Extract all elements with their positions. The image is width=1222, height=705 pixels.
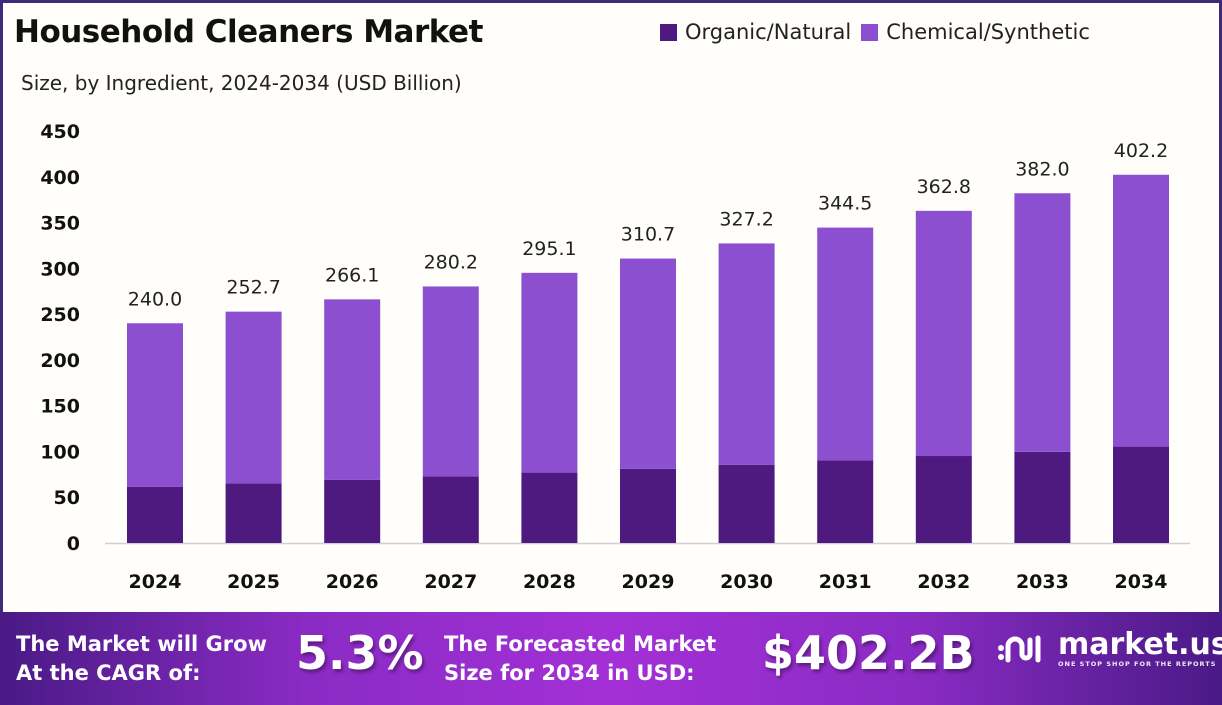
bar-segment-organic: [718, 464, 775, 543]
bars: [127, 174, 1169, 543]
total-value-label: 362.8: [917, 176, 971, 198]
y-tick-label: 100: [40, 441, 80, 463]
marketus-logo-icon: [998, 635, 1041, 663]
y-tick-label: 0: [67, 533, 80, 555]
x-tick-label: 2034: [1115, 571, 1168, 593]
bar-segment-organic: [1014, 451, 1071, 543]
chart-title: Household Cleaners Market: [14, 14, 483, 50]
x-tick-label: 2031: [819, 571, 872, 593]
stacked-bar-chart: 0 50 100 150 200 250 300 350 400 450 2024 2025 2026…: [40, 121, 1190, 593]
x-tick-label: 2025: [227, 571, 280, 593]
y-tick-label: 250: [40, 304, 80, 326]
bar-segment-chemical: [1014, 193, 1071, 452]
legend-swatch-organic: [660, 23, 677, 41]
total-value-label: 280.2: [424, 251, 478, 273]
legend-swatch-chemical: [861, 23, 879, 41]
bar-segment-chemical: [324, 299, 381, 480]
cagr-caption-line1: The Market will Grow: [16, 632, 267, 656]
x-tick-label: 2033: [1016, 571, 1069, 593]
total-value-label: 295.1: [522, 238, 576, 260]
y-tick-label: 450: [40, 121, 80, 143]
chart-subtitle: Size, by Ingredient, 2024-2034 (USD Bill…: [21, 71, 462, 95]
bar-segment-chemical: [620, 258, 676, 469]
x-tick-label: 2027: [424, 571, 477, 593]
legend: Organic/Natural Chemical/Synthetic: [660, 20, 1090, 44]
x-tick-label: 2030: [720, 571, 773, 593]
y-tick-label: 350: [40, 213, 80, 235]
cagr-caption: The Market will Grow At the CAGR of:: [16, 630, 267, 688]
total-value-label: 402.2: [1114, 140, 1168, 162]
bar-segment-organic: [324, 479, 381, 543]
total-value-label: 252.7: [226, 277, 280, 299]
total-value-label: 240.0: [128, 288, 182, 310]
bar-segment-chemical: [915, 210, 972, 457]
forecast-value: $402.2B: [762, 626, 975, 680]
y-tick-label: 150: [40, 396, 80, 418]
x-tick-label: 2024: [129, 571, 182, 593]
total-value-label: 310.7: [621, 224, 675, 246]
marketus-logo-text: market.us ONE STOP SHOP FOR THE REPORTS: [1058, 627, 1222, 669]
bar-segment-chemical: [521, 272, 578, 473]
bar-segment-organic: [225, 483, 282, 543]
y-axis: 0 50 100 150 200 250 300 350 400 450: [40, 121, 80, 555]
bar-segment-chemical: [225, 311, 282, 484]
legend-item-organic: Organic/Natural: [660, 20, 851, 44]
bar-segment-organic: [521, 472, 578, 543]
total-value-label: 266.1: [325, 264, 379, 286]
y-tick-label: 300: [40, 258, 80, 280]
bar-segment-organic: [422, 476, 479, 543]
bar-segment-chemical: [1113, 174, 1169, 447]
bar-segment-chemical: [817, 227, 874, 461]
cagr-caption-line2: At the CAGR of:: [16, 661, 201, 685]
y-tick-label: 50: [54, 487, 80, 509]
bar-segment-chemical: [718, 243, 775, 465]
bar-segment-organic: [915, 456, 972, 543]
legend-label-organic: Organic/Natural: [685, 20, 852, 44]
total-value-label: 382.0: [1015, 158, 1069, 180]
bar-segment-chemical: [127, 323, 183, 487]
bar-segment-organic: [620, 468, 676, 543]
x-tick-label: 2028: [523, 571, 576, 593]
cagr-value: 5.3%: [296, 626, 424, 680]
legend-item-chemical: Chemical/Synthetic: [861, 20, 1090, 44]
x-tick-label: 2026: [326, 571, 379, 593]
summary-banner: The Market will Grow At the CAGR of: 5.3…: [0, 612, 1222, 705]
bar-segment-organic: [1113, 446, 1169, 543]
forecast-caption: The Forecasted Market Size for 2034 in U…: [444, 630, 716, 688]
marketus-logo: market.us ONE STOP SHOP FOR THE REPORTS: [996, 630, 1222, 668]
bar-segment-organic: [817, 460, 874, 543]
legend-label-chemical: Chemical/Synthetic: [886, 20, 1090, 44]
total-value-label: 344.5: [818, 193, 872, 215]
y-tick-label: 200: [40, 350, 80, 372]
total-labels: 240.0 252.7 266.1 280.2 295.1 310.7 327.2 344.5…: [128, 140, 1168, 311]
total-value-label: 327.2: [719, 208, 773, 230]
x-tick-label: 2029: [622, 571, 675, 593]
forecast-caption-line2: Size for 2034 in USD:: [444, 661, 695, 685]
logo-tagline: ONE STOP SHOP FOR THE REPORTS: [1058, 660, 1217, 668]
forecast-caption-line1: The Forecasted Market: [444, 632, 717, 656]
bar-segment-chemical: [422, 286, 479, 477]
logo-name: market.us: [1058, 627, 1222, 662]
bar-segment-organic: [127, 486, 183, 543]
y-tick-label: 400: [40, 167, 80, 189]
x-axis: 2024 2025 2026 2027 2028 2029 2030 2031 2032 2033…: [129, 571, 1168, 593]
x-tick-label: 2032: [917, 571, 970, 593]
